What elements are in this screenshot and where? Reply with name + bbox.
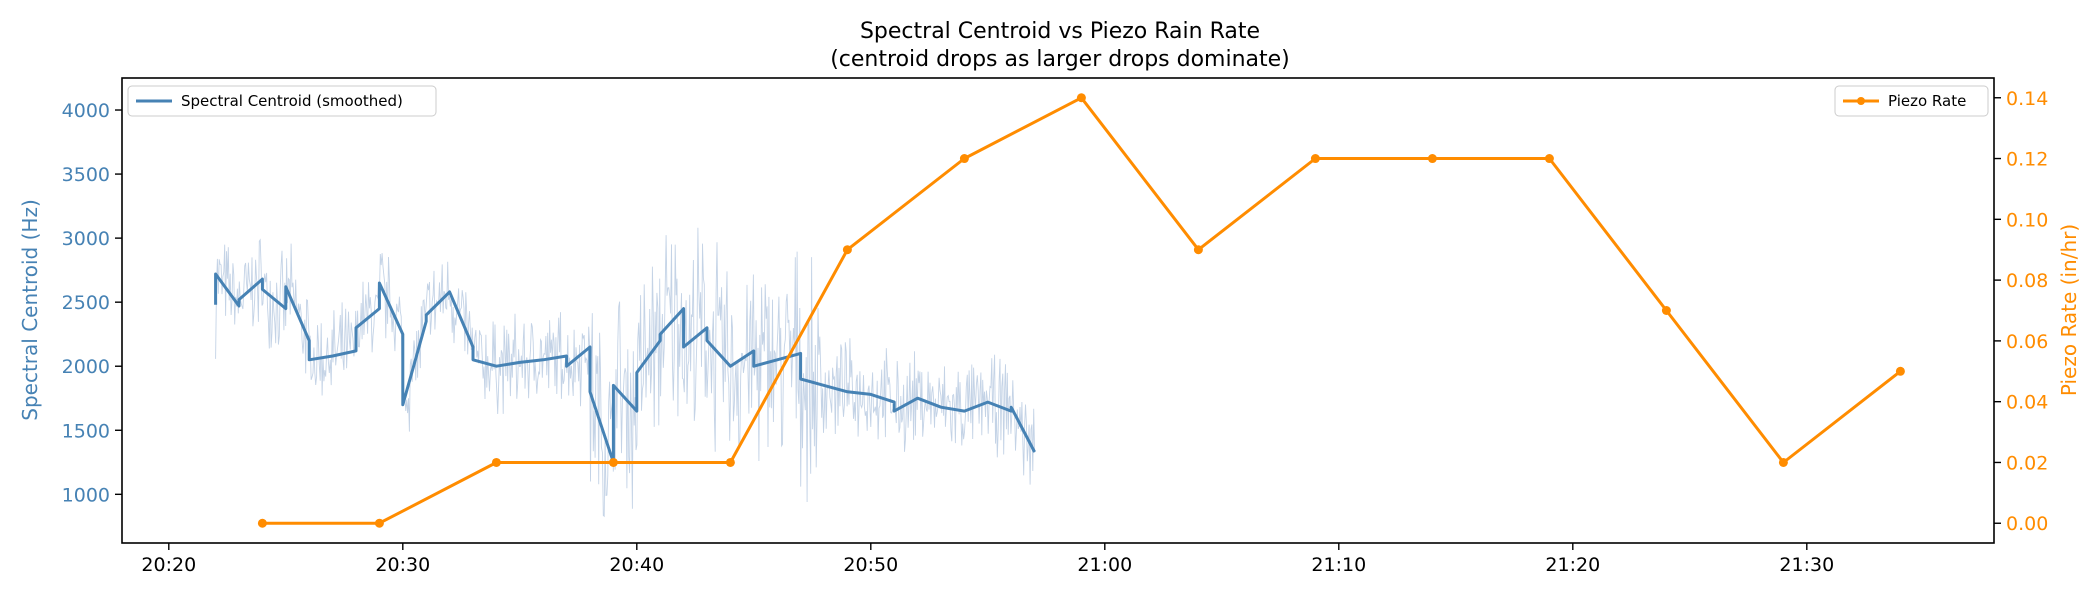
x-tick-label: 21:30 — [1779, 554, 1834, 576]
y-right-tick-label: 0.06 — [2006, 331, 2048, 353]
chart-subtitle: (centroid drops as larger drops dominate… — [830, 47, 1290, 72]
legend-centroid-box — [127, 85, 437, 117]
piezo-point — [374, 518, 384, 528]
piezo-point — [1661, 306, 1671, 315]
piezo-point — [608, 457, 618, 467]
centroid-smoothed-line — [214, 272, 1036, 464]
legend-piezo-marker — [1857, 97, 1865, 105]
x-axis: 20:20 20:30 20:40 20:50 21:00 21:10 21:20 21:30 — [141, 543, 1834, 576]
piezo-point — [1778, 457, 1788, 467]
x-tick-label: 21:20 — [1545, 554, 1600, 576]
y-left-tick-label: 4000 — [62, 100, 110, 122]
piezo-line — [262, 96, 1902, 525]
legend-centroid-label: Spectral Centroid (smoothed) — [181, 92, 403, 110]
x-tick-label: 20:50 — [843, 554, 898, 576]
centroid-raw-line — [215, 227, 1036, 518]
piezo-layer — [257, 93, 1905, 528]
legend-piezo: Piezo Rate — [1834, 85, 1989, 117]
legend-centroid: Spectral Centroid (smoothed) — [127, 85, 437, 117]
raw-centroid-noise — [215, 227, 1036, 518]
piezo-point — [1076, 93, 1086, 103]
y-right-tick-label: 0.12 — [2006, 149, 2048, 171]
legend-piezo-box — [1834, 85, 1989, 117]
y-axis-right-label: Piezo Rate (in/hr) — [2057, 224, 2081, 396]
piezo-point — [1310, 154, 1320, 164]
y-right-tick-label: 0.14 — [2006, 88, 2048, 110]
y-right-tick-label: 0.10 — [2006, 209, 2048, 231]
piezo-point — [257, 518, 267, 528]
x-tick-label: 21:10 — [1311, 554, 1366, 576]
piezo-point — [1544, 154, 1554, 164]
y-left-tick-label: 3000 — [62, 228, 110, 250]
y-left-tick-label: 1000 — [62, 484, 110, 506]
y-axis-left: 1000 1500 2000 2500 3000 3500 4000 — [62, 100, 122, 506]
piezo-point — [1895, 366, 1905, 376]
x-tick-label: 20:20 — [141, 554, 196, 576]
y-right-tick-label: 0.02 — [2006, 452, 2048, 474]
y-left-tick-label: 2000 — [62, 356, 110, 378]
chart-title: Spectral Centroid vs Piezo Rain Rate — [860, 19, 1260, 44]
piezo-point — [959, 154, 969, 164]
piezo-point — [725, 457, 735, 467]
piezo-point — [842, 245, 852, 255]
y-left-tick-label: 2500 — [62, 292, 110, 314]
y-right-tick-label: 0.04 — [2006, 392, 2048, 414]
piezo-point — [1193, 245, 1203, 255]
x-tick-label: 20:30 — [375, 554, 430, 576]
x-tick-label: 20:40 — [609, 554, 664, 576]
legend-piezo-label: Piezo Rate — [1888, 92, 1966, 110]
y-left-tick-label: 1500 — [62, 420, 110, 442]
y-axis-right: 0.00 0.02 0.04 0.06 0.08 0.10 0.12 0.14 — [1994, 88, 2048, 535]
y-left-tick-label: 3500 — [62, 164, 110, 186]
smoothed-centroid-layer — [214, 272, 1036, 464]
y-right-tick-label: 0.00 — [2006, 513, 2048, 535]
plot-area — [121, 77, 1995, 544]
piezo-point — [491, 457, 501, 467]
y-right-tick-label: 0.08 — [2006, 270, 2048, 292]
y-axis-left-label: Spectral Centroid (Hz) — [18, 199, 42, 420]
x-tick-label: 21:00 — [1077, 554, 1132, 576]
piezo-point — [1427, 154, 1437, 164]
plot-frame — [121, 77, 1995, 544]
